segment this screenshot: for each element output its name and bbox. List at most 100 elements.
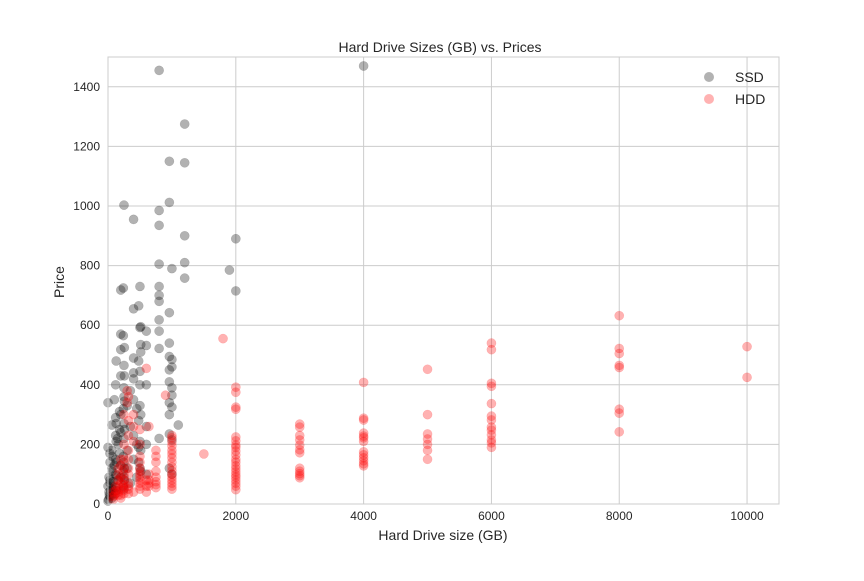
data-point-ssd [115,285,126,295]
data-point-ssd [135,379,145,390]
data-point-hdd [135,424,145,435]
data-point-hdd [151,472,161,483]
data-point-hdd [230,475,241,486]
data-point-hdd [614,310,625,321]
data-point-hdd [115,472,126,483]
data-point-ssd [113,439,124,450]
data-point-ssd [135,400,145,411]
data-point-hdd [151,445,161,456]
data-point-ssd [141,469,152,480]
data-point-hdd [144,421,154,432]
data-point-hdd [151,479,161,490]
chart-title: Hard Drive Sizes (GB) vs. Prices [338,39,541,55]
data-point-hdd [230,484,241,495]
data-point-ssd [110,482,121,493]
data-point-ssd [119,360,129,371]
data-point-hdd [358,449,369,460]
data-point-ssd [154,259,164,269]
data-point-ssd [141,439,152,450]
data-point-ssd [131,472,142,483]
data-point-ssd [179,257,190,268]
data-point-ssd [154,290,164,301]
data-point-ssd [154,433,164,444]
data-point-hdd [119,454,129,465]
data-point-ssd [154,281,164,292]
data-point-hdd [167,472,177,483]
data-point-hdd [123,391,134,402]
x-tick-label: 8000 [606,509,633,523]
legend-label-ssd: SSD [735,69,764,85]
data-point-hdd [115,478,126,488]
data-point-hdd [119,469,129,480]
data-point-hdd [422,454,433,465]
data-point-hdd [141,487,152,497]
data-point-hdd [742,341,752,352]
data-point-hdd [422,445,433,456]
data-point-hdd [230,457,241,468]
data-point-hdd [486,338,497,348]
data-point-hdd [230,442,241,453]
data-point-hdd [614,408,625,418]
data-point-hdd [167,461,177,472]
data-point-hdd [230,461,241,471]
data-point-ssd [110,430,121,441]
data-point-hdd [422,409,433,420]
data-point-hdd [294,470,305,481]
x-tick-label: 6000 [478,509,505,523]
x-tick-label: 4000 [350,509,377,523]
data-point-hdd [115,460,126,471]
x-axis-label: Hard Drive size (GB) [378,527,507,543]
data-point-ssd [105,448,115,459]
data-point-hdd [151,466,161,477]
data-point-ssd [128,373,139,384]
legend-label-hdd: HDD [735,91,765,107]
data-point-hdd [230,449,241,460]
data-point-ssd [118,481,129,491]
data-point-ssd [358,61,369,71]
data-point-hdd [123,484,134,494]
data-point-hdd [113,481,124,491]
data-point-hdd [614,360,625,371]
data-point-hdd [358,458,369,469]
y-tick-label: 1400 [73,80,100,94]
data-point-ssd [135,445,146,456]
data-point-hdd [230,432,241,442]
data-point-ssd [107,493,117,503]
data-point-hdd [230,402,241,412]
data-point-ssd [110,412,121,423]
data-point-ssd [154,296,164,307]
data-point-hdd [486,378,497,389]
data-point-hdd [119,463,129,474]
data-point-hdd [113,475,124,486]
data-point-ssd [133,442,144,453]
data-point-ssd [164,156,175,167]
data-point-hdd [218,333,228,344]
data-point-hdd [115,454,126,465]
data-point-hdd [358,455,369,466]
data-point-hdd [199,449,209,459]
data-point-hdd [123,463,134,474]
data-point-ssd [164,397,175,408]
data-point-ssd [179,273,190,283]
data-point-hdd [135,457,145,468]
data-point-hdd [135,466,145,477]
data-point-hdd [230,478,241,488]
data-point-hdd [128,436,139,447]
data-point-hdd [123,478,134,488]
data-point-ssd [135,322,145,333]
data-point-hdd [358,461,369,471]
data-point-hdd [358,415,369,425]
plot-frame [107,56,780,505]
data-point-hdd [119,475,129,486]
data-point-hdd [123,488,134,499]
data-point-ssd [119,433,129,444]
data-point-hdd [230,454,241,465]
data-point-hdd [128,409,139,420]
data-point-ssd [119,484,129,494]
data-point-ssd [128,454,139,465]
data-point-hdd [614,343,625,354]
data-point-ssd [167,390,177,401]
data-point-hdd [119,439,129,450]
data-point-ssd [118,330,129,341]
